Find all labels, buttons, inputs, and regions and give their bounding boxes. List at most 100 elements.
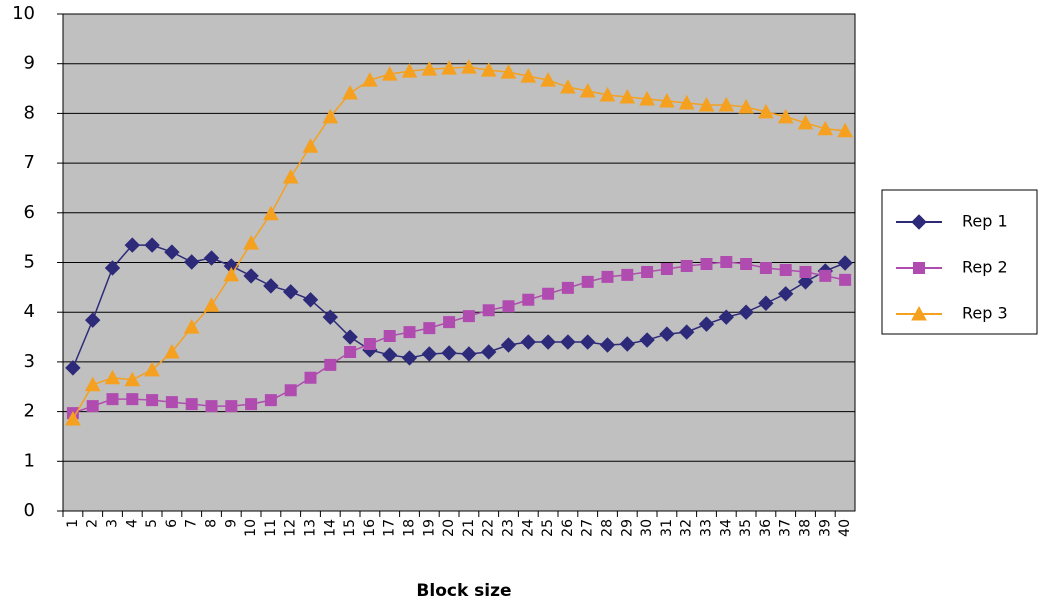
legend-label: Rep 1 [962, 212, 1008, 231]
x-tick-label: 11 [263, 519, 279, 537]
data-point [837, 255, 853, 271]
data-point [342, 84, 358, 100]
data-point [324, 358, 337, 371]
data-point [797, 114, 814, 130]
data-point [758, 103, 774, 119]
data-point [225, 400, 238, 413]
data-point [740, 257, 753, 270]
data-point [223, 266, 240, 282]
x-tick-label: 24 [520, 519, 536, 537]
data-point [381, 347, 398, 363]
data-point [462, 310, 475, 323]
data-point [65, 411, 81, 426]
data-point [144, 361, 160, 377]
x-tick-label: 32 [679, 519, 695, 537]
data-point [601, 270, 614, 283]
x-tick-label: 15 [342, 519, 358, 537]
data-point [579, 82, 596, 98]
x-tick-label: 12 [283, 519, 299, 537]
data-point [698, 96, 715, 112]
legend-label: Rep 2 [962, 258, 1008, 277]
data-point [759, 261, 772, 274]
x-tick-label: 27 [580, 519, 596, 537]
data-point [678, 94, 695, 110]
x-tick-label: 33 [699, 519, 715, 537]
data-point [819, 269, 832, 282]
x-tick-label: 13 [303, 519, 319, 537]
data-point [124, 371, 141, 387]
data-point [383, 330, 396, 343]
data-point [421, 61, 438, 76]
y-tick-label: 8 [24, 102, 35, 123]
data-point [599, 337, 616, 353]
data-point [639, 332, 655, 348]
x-tick-label: 38 [798, 519, 814, 537]
data-point [104, 260, 121, 276]
data-point [738, 304, 754, 320]
data-point [65, 360, 81, 376]
x-tick-label: 25 [540, 519, 556, 537]
x-tick-label: 9 [223, 519, 239, 528]
data-point [500, 64, 517, 79]
data-point [700, 257, 713, 270]
x-tick-label: 23 [501, 519, 517, 537]
data-point [779, 263, 792, 276]
data-point [302, 292, 319, 308]
data-point [264, 394, 277, 407]
data-point [363, 338, 376, 351]
data-point [480, 344, 497, 360]
x-tick-label: 8 [204, 519, 220, 528]
y-tick-label: 9 [24, 53, 35, 74]
data-point [401, 350, 418, 366]
data-point [84, 376, 101, 392]
data-point [599, 86, 616, 102]
x-tick-label: 3 [105, 519, 121, 528]
data-point [718, 96, 735, 112]
y-tick-label: 4 [24, 301, 35, 322]
data-point [243, 268, 259, 284]
data-point [522, 293, 535, 306]
data-point [718, 309, 735, 325]
x-tick-label: 35 [738, 519, 754, 537]
data-point [621, 268, 634, 281]
data-point [797, 274, 814, 290]
data-point [203, 297, 220, 312]
data-point [560, 79, 576, 94]
data-point [282, 168, 299, 184]
x-tick-label: 21 [461, 519, 477, 537]
x-tick-label: 34 [718, 519, 734, 537]
data-point [461, 346, 477, 362]
data-point [423, 322, 436, 335]
data-point [205, 400, 218, 413]
data-point [500, 337, 517, 353]
y-tick-label: 2 [24, 401, 35, 422]
data-point [362, 72, 378, 87]
data-point [263, 278, 279, 294]
data-point [403, 326, 416, 339]
series-line [72, 244, 846, 369]
series-line [72, 66, 846, 420]
data-point [520, 334, 537, 350]
data-point [322, 108, 339, 124]
data-point [777, 108, 794, 124]
data-point [284, 384, 297, 397]
data-point [165, 396, 178, 409]
data-point [86, 400, 99, 413]
data-point [720, 256, 733, 269]
data-point [461, 59, 477, 74]
data-point [282, 284, 299, 300]
legend-marker [913, 262, 925, 274]
data-point [659, 92, 675, 108]
data-point [263, 205, 279, 221]
x-tick-label: 17 [382, 519, 398, 537]
x-tick-label: 14 [322, 519, 338, 537]
data-point [203, 250, 220, 266]
y-tick-label: 5 [24, 252, 35, 273]
x-tick-label: 28 [600, 519, 616, 537]
x-tick-label: 39 [817, 519, 833, 537]
x-tick-label: 5 [144, 519, 160, 528]
data-point [698, 316, 715, 332]
data-point [540, 72, 556, 87]
x-tick-label: 7 [184, 519, 200, 528]
data-point [817, 120, 834, 136]
